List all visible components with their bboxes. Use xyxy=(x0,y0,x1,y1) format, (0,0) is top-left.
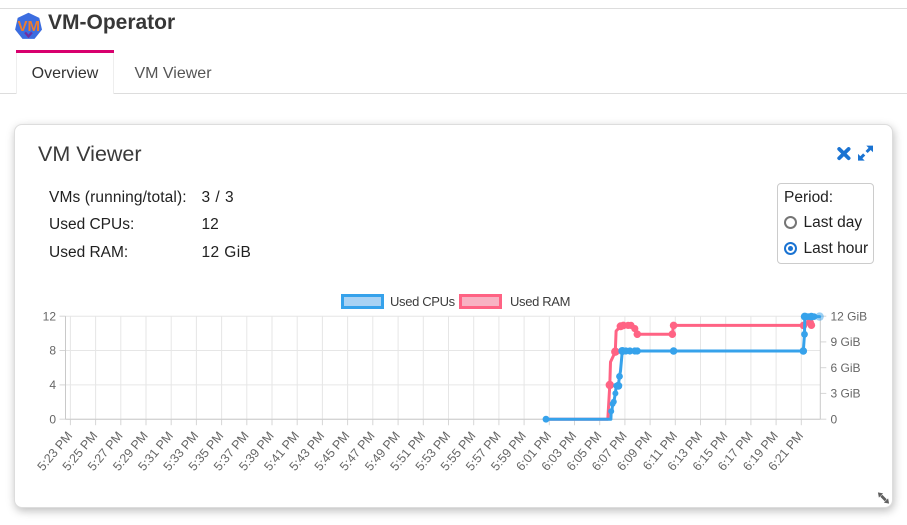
svg-text:0: 0 xyxy=(49,412,56,426)
svg-text:Used RAM: Used RAM xyxy=(510,294,570,309)
svg-text:VM: VM xyxy=(17,18,39,35)
svg-text:8: 8 xyxy=(49,344,56,358)
svg-text:6 GiB: 6 GiB xyxy=(831,361,861,375)
svg-text:12: 12 xyxy=(43,309,57,323)
svg-text:4: 4 xyxy=(49,378,56,392)
svg-text:12 GiB: 12 GiB xyxy=(831,309,868,323)
svg-text:9 GiB: 9 GiB xyxy=(831,335,861,349)
svg-text:3 GiB: 3 GiB xyxy=(831,387,861,401)
svg-text:Used CPUs: Used CPUs xyxy=(390,294,456,309)
svg-text:0: 0 xyxy=(831,412,838,426)
